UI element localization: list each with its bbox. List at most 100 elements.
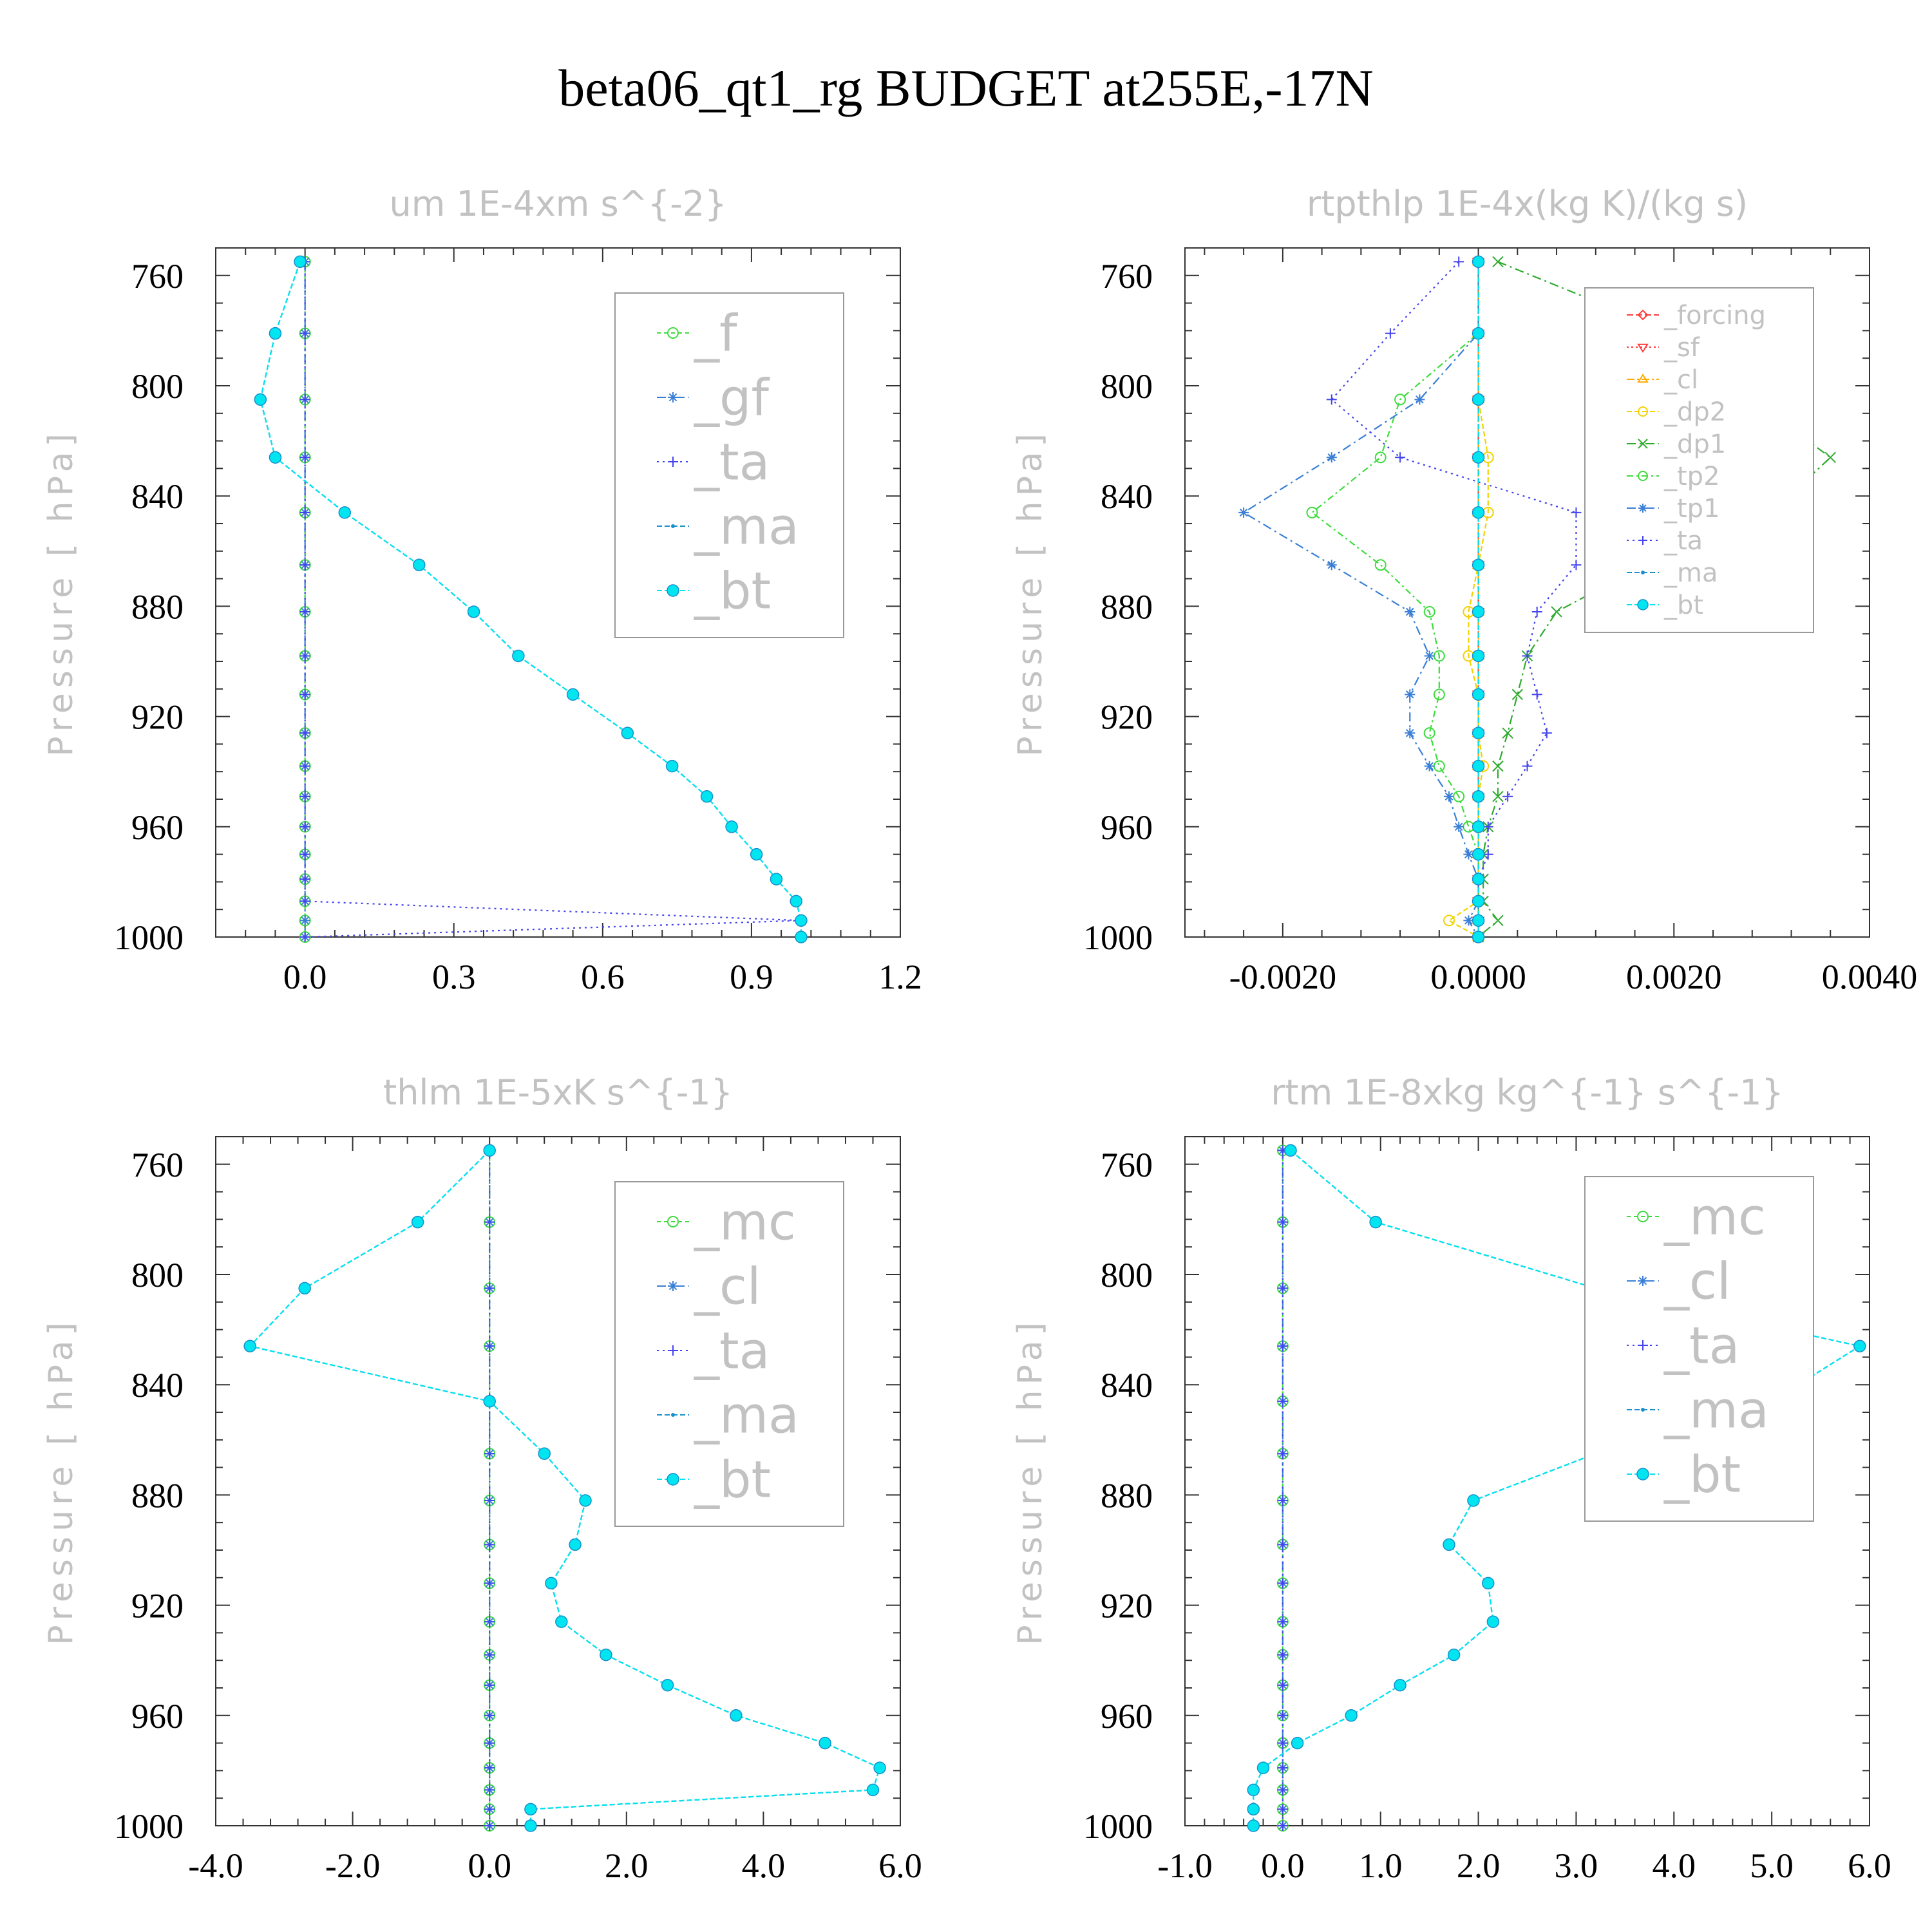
data-point: [1394, 1678, 1406, 1692]
data-point: [579, 1494, 592, 1507]
data-point: [1247, 1819, 1260, 1832]
x-tick-label: 1.0: [1359, 1846, 1403, 1885]
data-point: [1472, 873, 1485, 886]
data-point: [1472, 820, 1485, 833]
y-tick-label: 760: [1101, 257, 1153, 296]
data-point: [1531, 606, 1542, 617]
data-point: [538, 1447, 551, 1460]
data-point: [1247, 1783, 1260, 1797]
y-tick-label: 920: [131, 698, 184, 737]
series-ta: [299, 256, 806, 942]
series-tp1: [1238, 256, 1484, 942]
data-point: [1541, 728, 1552, 739]
data-point: [668, 1345, 678, 1356]
legend-label: _f: [694, 305, 738, 363]
data-point: [1423, 727, 1435, 739]
data-point: [1454, 821, 1464, 832]
legend-label: _mc: [1663, 1188, 1766, 1246]
legend-label: _tp2: [1663, 462, 1720, 491]
legend-label: _ta: [1663, 526, 1703, 556]
data-point: [1472, 393, 1485, 406]
data-point: [1472, 327, 1485, 340]
x-tick-label: 4.0: [742, 1846, 786, 1885]
data-point: [512, 649, 525, 663]
data-point: [1472, 790, 1485, 803]
legend-label: _ta: [694, 1322, 770, 1380]
data-point: [1433, 760, 1445, 772]
data-point: [1345, 1709, 1358, 1722]
data-point: [790, 895, 802, 908]
data-point: [299, 915, 310, 926]
data-point: [770, 873, 783, 886]
data-point: [1492, 256, 1504, 268]
data-point: [299, 821, 310, 832]
data-point: [1277, 1680, 1288, 1690]
data-point: [1502, 727, 1513, 739]
data-point: [1482, 1577, 1495, 1590]
y-tick-label: 880: [1101, 1476, 1153, 1515]
data-point: [1277, 1539, 1288, 1550]
data-point: [1853, 1340, 1866, 1353]
data-point: [819, 1736, 831, 1750]
x-tick-label: -0.0020: [1229, 958, 1336, 996]
data-point: [1472, 605, 1485, 618]
data-point: [413, 558, 426, 571]
data-point: [1638, 536, 1647, 545]
series-dp2: [1443, 256, 1494, 943]
data-point: [484, 1821, 495, 1831]
x-tick-label: 0.0: [468, 1846, 511, 1885]
data-point: [484, 1680, 495, 1690]
data-point: [1247, 1803, 1260, 1816]
data-point: [484, 1495, 495, 1506]
data-point: [1385, 328, 1396, 339]
y-tick-label: 800: [1101, 367, 1153, 406]
y-tick-label: 960: [131, 1697, 184, 1736]
legend-label: _ta: [1663, 1317, 1739, 1375]
plot-frame: [1184, 247, 1870, 938]
legend: _forcing _sf_cl_dp2 _dp1 _tp2 _tp1_ta_ma _bt: [1584, 287, 1814, 633]
data-point: [299, 507, 310, 518]
x-tick-label: 0.0: [1261, 1846, 1305, 1885]
data-point: [1472, 451, 1485, 464]
y-tick-label: 1000: [1083, 918, 1153, 957]
data-point: [668, 1281, 678, 1291]
y-tick-label: 960: [131, 808, 184, 847]
x-tick-label: 0.6: [581, 958, 625, 996]
data-point: [1638, 1276, 1648, 1286]
data-point: [795, 931, 808, 943]
y-tick-label: 760: [1101, 1146, 1153, 1184]
data-point: [1467, 1494, 1480, 1507]
data-point: [299, 791, 310, 802]
data-point: [1277, 1616, 1288, 1627]
data-point: [1414, 394, 1425, 405]
data-point: [1641, 1408, 1645, 1412]
x-tick-label: 0.0020: [1626, 958, 1722, 996]
y-axis-label: Pressure [ hPa]: [1011, 1317, 1050, 1645]
data-point: [299, 761, 310, 772]
data-point: [667, 1473, 679, 1486]
data-point: [1492, 791, 1504, 802]
y-tick-label: 760: [131, 257, 184, 296]
data-point: [299, 328, 310, 339]
data-point: [1472, 848, 1485, 861]
plot-frame: [215, 1136, 901, 1826]
data-point: [1571, 507, 1582, 518]
series-ta: [1326, 256, 1582, 942]
data-point: [1277, 1448, 1288, 1459]
data-point: [1374, 559, 1387, 571]
data-point: [668, 457, 678, 467]
data-point: [269, 327, 282, 340]
data-point: [484, 1804, 495, 1815]
data-point: [569, 1538, 582, 1551]
data-point: [1256, 1761, 1270, 1774]
data-point: [299, 849, 310, 860]
data-point: [1277, 1738, 1288, 1748]
data-point: [1492, 760, 1504, 772]
data-point: [484, 1738, 495, 1748]
plot-frame: [1184, 1136, 1870, 1826]
data-point: [1424, 761, 1435, 772]
data-point: [1405, 689, 1416, 700]
data-point: [1394, 393, 1406, 406]
data-point: [1374, 451, 1387, 464]
